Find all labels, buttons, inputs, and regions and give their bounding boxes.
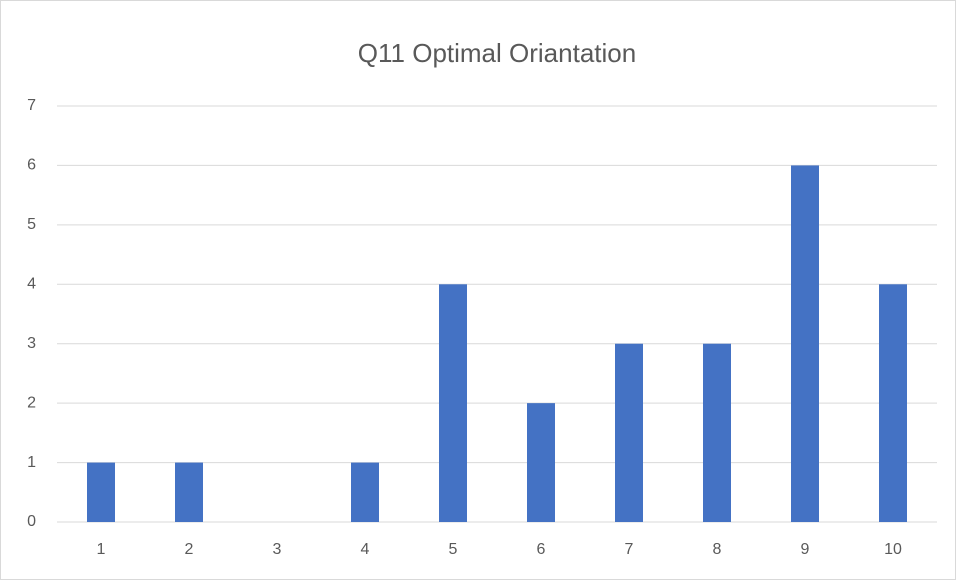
x-tick-label: 6	[537, 541, 546, 558]
x-tick-label: 3	[273, 541, 282, 558]
bar	[439, 284, 467, 522]
x-tick-label: 4	[361, 541, 370, 558]
y-tick-label: 1	[27, 454, 36, 471]
bar	[879, 284, 907, 522]
bar	[527, 403, 555, 522]
bar	[175, 462, 203, 522]
chart-title: Q11 Optimal Oriantation	[358, 38, 636, 68]
x-tick-label: 8	[713, 541, 722, 558]
y-tick-label: 3	[27, 335, 36, 352]
x-tick-label: 1	[97, 541, 106, 558]
bar	[87, 462, 115, 522]
y-tick-label: 6	[27, 157, 36, 174]
y-tick-label: 4	[27, 276, 36, 293]
bar	[351, 462, 379, 522]
bar	[615, 343, 643, 522]
y-tick-label: 2	[27, 394, 36, 411]
x-tick-label: 10	[884, 541, 902, 558]
x-tick-label: 5	[449, 541, 458, 558]
y-tick-label: 0	[27, 513, 36, 530]
x-tick-label: 2	[185, 541, 194, 558]
x-tick-label: 7	[625, 541, 634, 558]
y-tick-label: 5	[27, 216, 36, 233]
x-tick-label: 9	[801, 541, 810, 558]
bar	[791, 165, 819, 522]
bar	[703, 343, 731, 522]
y-tick-label: 7	[27, 97, 36, 114]
